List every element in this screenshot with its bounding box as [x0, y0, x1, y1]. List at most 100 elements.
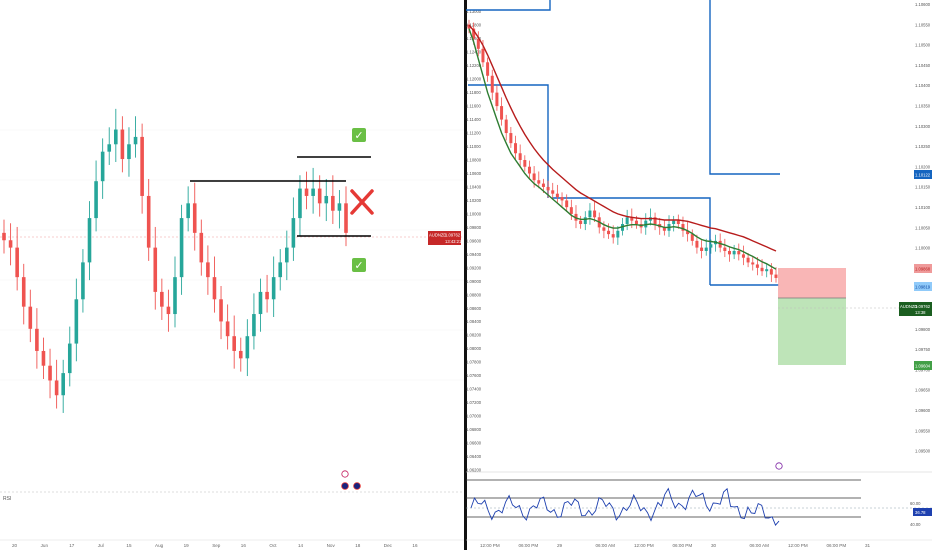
tag-top-blue-text: 1.10122	[915, 173, 931, 178]
right-price-axis-left: 1.130001.128001.126001.124001.122001.120…	[466, 9, 482, 472]
left-candle	[311, 188, 315, 196]
left-candle	[74, 299, 79, 344]
right-time-axis: 12:00 PM 06:00 PM 29 06:00 AM 12:00 PM 06:00 …	[480, 543, 871, 548]
left-time-tick-label: 15	[126, 543, 132, 548]
right-axis-tick-label: 1.10350	[915, 104, 931, 109]
structure-boxes	[466, 0, 780, 286]
right-candle	[579, 220, 583, 225]
left-candle	[331, 195, 335, 211]
right-axis-tick-label: 1.09600	[915, 408, 931, 413]
left-price-tag-value: 1.09762	[445, 233, 461, 238]
flag-icon-nz[interactable]	[341, 482, 349, 490]
flag-icon-au[interactable]	[353, 482, 361, 490]
right-candle	[676, 220, 680, 225]
left-axis-tick-label: 1.07800	[466, 360, 482, 365]
left-axis-tick-label: 1.09400	[466, 252, 482, 257]
tag-stop-text: 1.09868	[915, 267, 931, 272]
right-candle	[593, 210, 597, 218]
tag-entry: 1.09819	[914, 282, 932, 291]
left-axis-tick-label: 1.10600	[466, 171, 482, 176]
left-axis-tick-label: 1.11200	[466, 131, 481, 136]
left-candle	[81, 262, 85, 300]
left-axis-tick-label: 1.10800	[466, 158, 482, 163]
rsi-value-text: 36.78	[915, 510, 926, 515]
right-candle	[746, 257, 750, 263]
structure-box-4[interactable]	[709, 0, 780, 175]
right-candle	[537, 180, 541, 184]
structure-box-3[interactable]	[552, 197, 711, 285]
left-time-tick-label: 19	[184, 543, 190, 548]
left-time-tick-label: 17	[69, 543, 75, 548]
right-time-tick-label: 12:00 PM	[480, 543, 500, 548]
take-profit-zone[interactable]	[778, 298, 846, 365]
left-candle	[100, 151, 105, 182]
left-candle	[285, 247, 289, 263]
right-candle	[723, 247, 727, 251]
rsi-tick-40: 40.00	[910, 522, 921, 527]
right-time-tick-label: 12:00 PM	[634, 543, 654, 548]
left-axis-tick-label: 1.12200	[466, 63, 482, 68]
left-candle	[8, 240, 13, 248]
rsi-line	[470, 487, 780, 526]
rsi-tick-60: 60.00	[910, 501, 921, 506]
right-candlestick-chart: 1.130001.128001.126001.124001.122001.120…	[466, 0, 932, 548]
right-candle	[490, 75, 494, 93]
left-price-tag: AUDNZD 1.09762 13:43:21	[428, 231, 462, 245]
structure-box-1[interactable]	[466, 0, 551, 11]
left-time-tick-label: Jun	[41, 543, 49, 548]
left-axis-tick-label: 1.13000	[466, 9, 482, 14]
left-axis-tick-label: 1.09200	[466, 265, 482, 270]
right-candle	[709, 244, 713, 248]
right-candle	[565, 200, 569, 208]
moving-average-fast	[468, 28, 777, 270]
left-candle	[28, 306, 33, 329]
right-candle	[481, 48, 485, 63]
left-axis-tick-label: 1.06400	[466, 454, 482, 459]
right-axis-tick-label: 1.10500	[915, 43, 931, 48]
left-axis-tick-label: 1.11800	[466, 90, 481, 95]
left-axis-tick-label: 1.11600	[466, 104, 481, 109]
left-candle	[238, 350, 243, 359]
left-candle	[61, 373, 65, 396]
left-candle	[212, 277, 217, 300]
event-marker-icon[interactable]	[341, 470, 349, 478]
right-time-tick-label: 30	[711, 543, 717, 548]
left-candle	[120, 129, 125, 160]
left-candle	[232, 336, 236, 351]
left-candle	[48, 365, 52, 381]
right-candle	[751, 262, 755, 265]
left-candle	[166, 306, 171, 315]
right-event-marker-icon[interactable]	[775, 462, 783, 470]
right-candle	[774, 274, 778, 278]
left-axis-tick-label: 1.11000	[466, 144, 481, 149]
right-candle	[518, 153, 522, 160]
left-candle	[94, 181, 98, 219]
right-candle	[741, 254, 745, 258]
left-axis-tick-label: 1.10000	[466, 211, 482, 216]
right-candle	[630, 217, 634, 221]
left-axis-tick-label: 1.10400	[466, 184, 482, 189]
right-candle	[769, 269, 773, 275]
right-candle	[551, 190, 555, 194]
tag-current-time: 13:38	[915, 310, 926, 315]
left-candle	[186, 203, 190, 219]
left-candle	[15, 247, 19, 278]
right-candle	[686, 230, 690, 235]
left-axis-tick-label: 1.12000	[466, 77, 482, 82]
left-time-tick-label: Sep	[212, 543, 221, 548]
left-axis-tick-label: 1.11400	[466, 117, 481, 122]
stop-loss-zone[interactable]	[778, 268, 846, 298]
left-candle	[179, 218, 184, 278]
left-candle	[153, 247, 158, 292]
structure-box-2[interactable]	[468, 84, 549, 198]
right-candle	[700, 247, 704, 251]
right-candle	[560, 197, 564, 201]
right-candle	[760, 267, 764, 272]
left-candle	[219, 299, 223, 322]
left-candle	[199, 232, 204, 263]
right-candle	[681, 224, 685, 231]
left-time-tick-label: Oct	[269, 543, 277, 548]
left-time-tick-label: 16	[241, 543, 247, 548]
right-price-axis-right: 1.10600 1.10550 1.10500 1.10450 1.10400 1.103…	[915, 2, 931, 454]
left-candle	[278, 262, 283, 278]
